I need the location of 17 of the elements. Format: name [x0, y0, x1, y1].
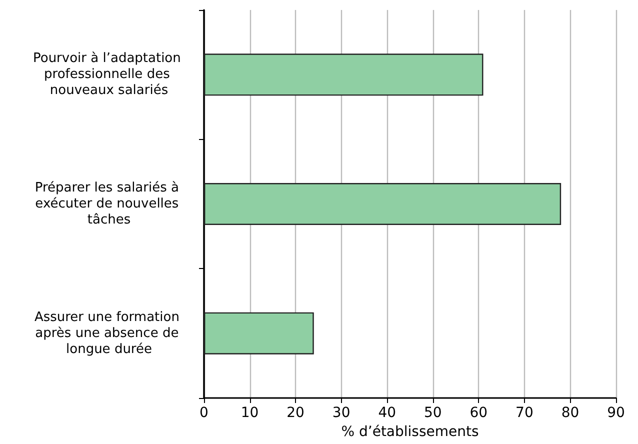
x-tick-label: 10	[240, 405, 259, 421]
y-tick-label: Assurer une formation après une absence de longue durée	[34, 310, 184, 357]
bar	[204, 54, 484, 96]
x-axis-title: % d’établissements	[341, 424, 479, 440]
y-tick-label: Pourvoir à l’adaptation professionnelle des nouveaux salariés	[32, 51, 186, 98]
x-tick-label: 30	[332, 405, 350, 421]
x-tick-label: 40	[378, 405, 396, 421]
x-tick-label: 20	[286, 405, 304, 421]
y-tick-label: Préparer les salariés à exécuter de nouvelles tâches	[34, 180, 184, 228]
bar	[204, 183, 562, 225]
x-tick-label: 60	[470, 405, 488, 421]
x-tick-label: 50	[424, 405, 442, 421]
x-tick-label: 90	[607, 405, 625, 421]
x-tick-label: 80	[561, 405, 580, 421]
x-tick-label: 70	[516, 405, 534, 421]
x-tick-label: 0	[200, 405, 208, 421]
bar	[204, 312, 314, 354]
